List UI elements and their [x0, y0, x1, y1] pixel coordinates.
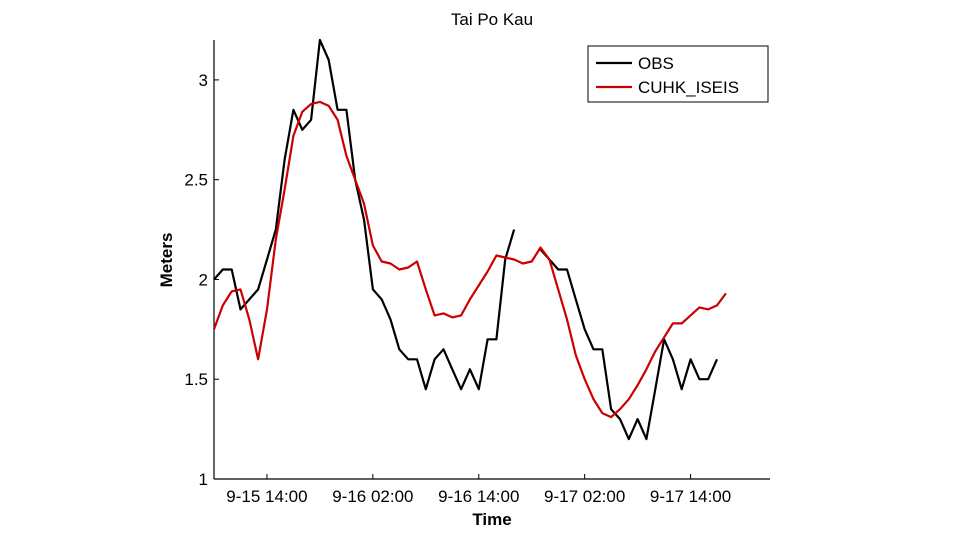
y-tick-label: 1.5 — [184, 370, 208, 389]
series-line-cuhk-iseis — [212, 100, 727, 419]
y-tick-label: 1 — [199, 470, 208, 489]
y-axis: 1 1.5 2 2.5 3 — [184, 71, 219, 489]
legend-box — [587, 45, 769, 103]
series-line-obs — [539, 248, 719, 441]
series-group — [212, 38, 727, 441]
chart-title: Tai Po Kau — [451, 10, 533, 29]
x-axis-label: Time — [472, 510, 511, 529]
x-tick-label: 9-17 14:00 — [650, 487, 731, 506]
x-tick-label: 9-15 14:00 — [226, 487, 307, 506]
y-tick-label: 3 — [199, 71, 208, 90]
legend: OBS CUHK_ISEIS — [587, 45, 769, 103]
y-axis-label: Meters — [157, 233, 176, 288]
y-tick-label: 2 — [199, 270, 208, 289]
x-tick-label: 9-17 02:00 — [544, 487, 625, 506]
x-tick-label: 9-16 02:00 — [332, 487, 413, 506]
x-tick-label: 9-16 14:00 — [438, 487, 519, 506]
plot-area — [213, 40, 770, 480]
legend-label: CUHK_ISEIS — [638, 78, 739, 97]
series-line-obs — [213, 38, 516, 391]
x-axis: 9-15 14:00 9-16 02:00 9-16 14:00 9-17 02:00… — [226, 474, 731, 506]
y-tick-label: 2.5 — [184, 171, 208, 190]
legend-label: OBS — [638, 54, 674, 73]
